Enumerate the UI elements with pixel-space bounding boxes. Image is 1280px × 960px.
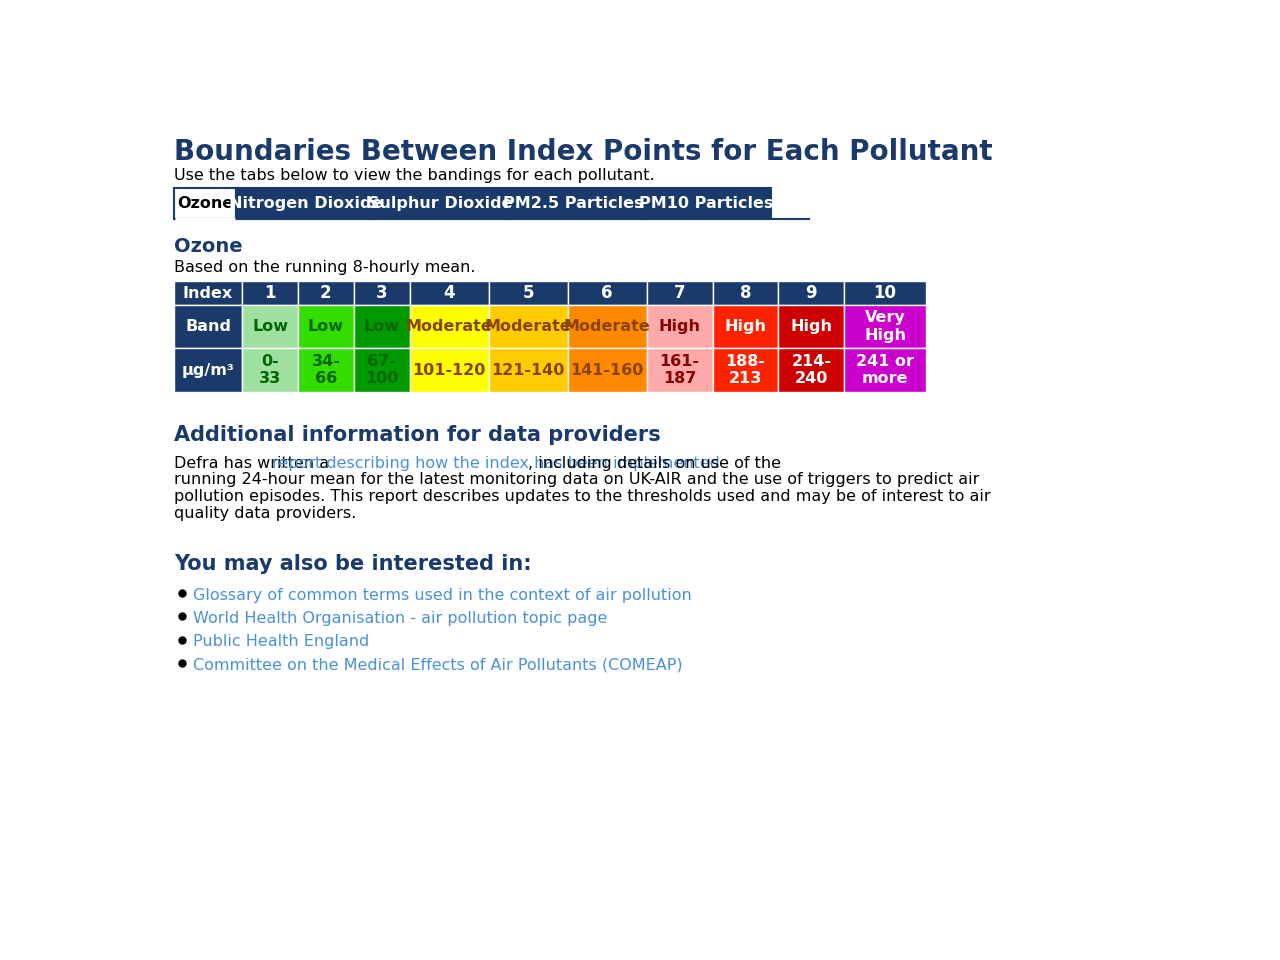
Bar bbox=[567, 348, 646, 393]
Bar bbox=[567, 280, 646, 305]
Text: report describing how the index has been implemented: report describing how the index has been… bbox=[273, 456, 721, 470]
Text: Boundaries Between Index Points for Each Pollutant: Boundaries Between Index Points for Each… bbox=[174, 138, 992, 166]
Text: Low: Low bbox=[364, 319, 399, 334]
Bar bbox=[845, 305, 925, 348]
Bar bbox=[845, 280, 925, 305]
Bar bbox=[353, 348, 410, 393]
Text: Moderate: Moderate bbox=[563, 319, 650, 334]
Text: Very
High: Very High bbox=[864, 310, 906, 343]
Text: 10: 10 bbox=[873, 284, 896, 302]
Bar bbox=[506, 188, 641, 219]
Text: Sulphur Dioxide: Sulphur Dioxide bbox=[369, 196, 513, 211]
Bar bbox=[236, 188, 375, 219]
Text: , including details on use of the: , including details on use of the bbox=[529, 456, 781, 470]
Text: 8: 8 bbox=[740, 284, 751, 302]
Text: 67-
100: 67- 100 bbox=[365, 354, 398, 386]
Text: Use the tabs below to view the bandings for each pollutant.: Use the tabs below to view the bandings … bbox=[174, 168, 654, 182]
Text: running 24-hour mean for the latest monitoring data on UK-AIR and the use of tri: running 24-hour mean for the latest moni… bbox=[174, 472, 979, 488]
Text: Index: Index bbox=[183, 285, 233, 300]
Text: You may also be interested in:: You may also be interested in: bbox=[174, 554, 531, 574]
Bar bbox=[845, 348, 925, 393]
Text: High: High bbox=[659, 319, 700, 334]
Bar bbox=[410, 280, 489, 305]
Bar bbox=[778, 305, 845, 348]
Bar bbox=[641, 188, 772, 219]
Bar bbox=[375, 188, 506, 219]
Text: Based on the running 8-hourly mean.: Based on the running 8-hourly mean. bbox=[174, 260, 475, 275]
Bar bbox=[778, 348, 845, 393]
Text: Nitrogen Dioxide: Nitrogen Dioxide bbox=[229, 196, 383, 211]
Text: Band: Band bbox=[186, 319, 232, 334]
Bar bbox=[242, 305, 298, 348]
Text: 7: 7 bbox=[673, 284, 686, 302]
Bar bbox=[713, 348, 778, 393]
Text: Low: Low bbox=[252, 319, 288, 334]
Text: PM2.5 Particles: PM2.5 Particles bbox=[503, 196, 644, 211]
Text: 214-
240: 214- 240 bbox=[791, 354, 832, 386]
Text: 1: 1 bbox=[264, 284, 275, 302]
Text: 34-
66: 34- 66 bbox=[311, 354, 340, 386]
Text: 188-
213: 188- 213 bbox=[726, 354, 765, 386]
Text: 121-140: 121-140 bbox=[492, 363, 564, 377]
Bar bbox=[410, 348, 489, 393]
Bar bbox=[174, 280, 242, 305]
Text: 4: 4 bbox=[443, 284, 454, 302]
Text: quality data providers.: quality data providers. bbox=[174, 506, 356, 521]
Bar bbox=[489, 305, 567, 348]
Bar bbox=[174, 305, 242, 348]
Bar bbox=[174, 348, 242, 393]
Text: Low: Low bbox=[308, 319, 344, 334]
Bar bbox=[713, 305, 778, 348]
Bar bbox=[567, 305, 646, 348]
Text: Glossary of common terms used in the context of air pollution: Glossary of common terms used in the con… bbox=[192, 588, 691, 603]
Bar bbox=[778, 280, 845, 305]
Text: Moderate: Moderate bbox=[406, 319, 493, 334]
Text: 101-120: 101-120 bbox=[412, 363, 486, 377]
Bar bbox=[646, 348, 713, 393]
Bar bbox=[298, 348, 353, 393]
Text: 3: 3 bbox=[376, 284, 388, 302]
Text: pollution episodes. This report describes updates to the thresholds used and may: pollution episodes. This report describe… bbox=[174, 490, 991, 504]
Text: 5: 5 bbox=[522, 284, 534, 302]
Text: Defra has written a: Defra has written a bbox=[174, 456, 334, 470]
Bar bbox=[298, 280, 353, 305]
Text: World Health Organisation - air pollution topic page: World Health Organisation - air pollutio… bbox=[192, 612, 607, 626]
Text: Committee on the Medical Effects of Air Pollutants (COMEAP): Committee on the Medical Effects of Air … bbox=[192, 658, 682, 672]
Text: High: High bbox=[724, 319, 767, 334]
Text: Ozone: Ozone bbox=[174, 237, 243, 256]
Text: High: High bbox=[790, 319, 832, 334]
Bar bbox=[353, 280, 410, 305]
Bar bbox=[489, 348, 567, 393]
Bar bbox=[646, 305, 713, 348]
Bar bbox=[174, 188, 236, 219]
Text: 241 or
more: 241 or more bbox=[856, 354, 914, 386]
Text: PM10 Particles: PM10 Particles bbox=[639, 196, 773, 211]
Text: 6: 6 bbox=[602, 284, 613, 302]
Text: 161-
187: 161- 187 bbox=[659, 354, 700, 386]
Bar bbox=[489, 280, 567, 305]
Bar bbox=[298, 305, 353, 348]
Text: 0-
33: 0- 33 bbox=[259, 354, 282, 386]
Text: 9: 9 bbox=[805, 284, 817, 302]
Text: Moderate: Moderate bbox=[485, 319, 571, 334]
Bar bbox=[410, 305, 489, 348]
Text: μg/m³: μg/m³ bbox=[182, 363, 234, 377]
Text: 141-160: 141-160 bbox=[571, 363, 644, 377]
Bar bbox=[713, 280, 778, 305]
Text: Additional information for data providers: Additional information for data provider… bbox=[174, 424, 660, 444]
Text: 2: 2 bbox=[320, 284, 332, 302]
Bar bbox=[242, 348, 298, 393]
Text: Public Health England: Public Health England bbox=[192, 635, 369, 649]
Bar bbox=[353, 305, 410, 348]
Bar bbox=[646, 280, 713, 305]
Bar bbox=[242, 280, 298, 305]
Text: Ozone: Ozone bbox=[177, 196, 233, 211]
